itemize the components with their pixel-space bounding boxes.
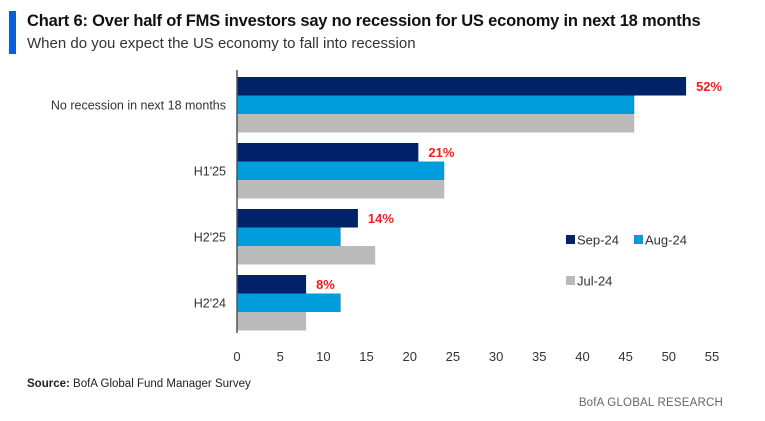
bar-aug-24-2 <box>237 227 341 246</box>
category-label: No recession in next 18 months <box>51 98 226 112</box>
data-label: 8% <box>316 277 335 292</box>
source-note: Source: BofA Global Fund Manager Survey <box>27 378 251 390</box>
bar-aug-24-3 <box>237 293 341 312</box>
x-tick-label: 10 <box>316 349 330 364</box>
x-tick-label: 15 <box>359 349 373 364</box>
source-label: Source: <box>27 378 70 390</box>
category-label: H2'24 <box>194 296 226 310</box>
source-text: BofA Global Fund Manager Survey <box>69 378 251 390</box>
bar-aug-24-1 <box>237 161 445 180</box>
legend-label: Aug-24 <box>645 233 687 248</box>
x-tick-label: 35 <box>532 349 546 364</box>
category-label: H2'25 <box>194 230 226 244</box>
x-tick-label: 5 <box>277 349 284 364</box>
x-tick-label: 30 <box>489 349 503 364</box>
category-label: H1'25 <box>194 164 226 178</box>
bar-sep-24-1 <box>237 143 419 162</box>
chart-subtitle: When do you expect the US economy to fal… <box>27 35 416 52</box>
chart-title: Chart 6: Over half of FMS investors say … <box>27 12 701 30</box>
bar-jul-24-0 <box>237 114 635 133</box>
bar-sep-24-3 <box>237 275 307 294</box>
data-label: 21% <box>428 145 454 160</box>
x-tick-label: 55 <box>705 349 719 364</box>
legend-swatch-jul-24 <box>566 276 575 285</box>
x-tick-label: 50 <box>662 349 676 364</box>
title-accent-bar <box>9 11 16 54</box>
bar-aug-24-0 <box>237 95 635 114</box>
brand-label: BofA GLOBAL RESEARCH <box>578 397 723 409</box>
x-tick-label: 0 <box>233 349 240 364</box>
x-tick-label: 25 <box>446 349 460 364</box>
legend-label: Sep-24 <box>577 233 619 248</box>
bar-sep-24-2 <box>237 209 358 228</box>
legend-label: Jul-24 <box>577 274 612 289</box>
legend-swatch-aug-24 <box>634 235 643 244</box>
x-tick-label: 45 <box>618 349 632 364</box>
data-label: 14% <box>368 211 394 226</box>
legend-swatch-sep-24 <box>566 235 575 244</box>
bar-jul-24-1 <box>237 180 445 199</box>
bar-jul-24-2 <box>237 246 376 265</box>
bar-jul-24-3 <box>237 312 307 331</box>
data-label: 52% <box>696 79 722 94</box>
bar-sep-24-0 <box>237 77 687 96</box>
x-tick-label: 20 <box>402 349 416 364</box>
x-tick-label: 40 <box>575 349 589 364</box>
